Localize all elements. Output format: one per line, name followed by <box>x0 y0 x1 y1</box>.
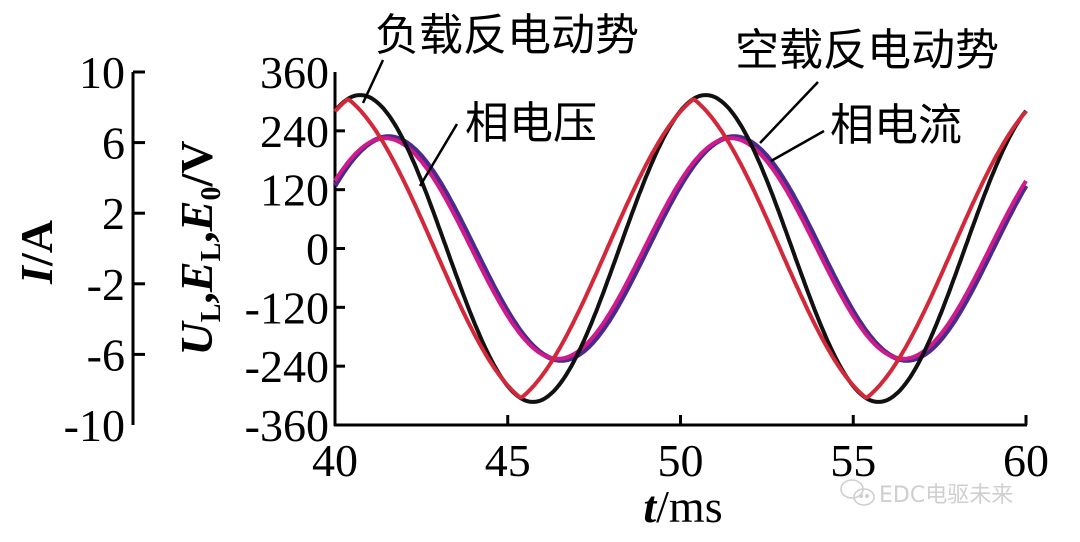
annotation-noload-emf: 空载反电动势 <box>735 25 999 144</box>
current-tick-label: -6 <box>87 329 125 380</box>
voltage-tick-label: -360 <box>245 400 329 451</box>
voltage-tick-label: -240 <box>245 341 329 392</box>
voltage-tick-label: 0 <box>306 224 329 275</box>
current-axis-unit: /A <box>11 220 62 267</box>
current-tick-label: 10 <box>79 47 125 98</box>
x-axis-symbol: t <box>643 481 657 532</box>
current-axis-symbol: I <box>11 264 62 285</box>
annotation-phase-current: 相电流 <box>770 100 962 163</box>
voltage-tick-label: 240 <box>260 106 329 157</box>
current-tick-label: 2 <box>102 188 125 239</box>
watermark: EDC电驱未来 <box>840 479 1013 508</box>
series-line <box>332 134 1029 363</box>
voltage-axis-title: UL,EL,E0/V <box>171 141 227 356</box>
x-axis-unit: /ms <box>656 481 722 532</box>
x-tick-label: 60 <box>1003 435 1049 486</box>
annotation-phase-current-label: 相电流 <box>830 100 962 151</box>
current-axis-title: I/A <box>11 220 62 285</box>
current-tick-label: 6 <box>102 118 125 169</box>
annotation-phase-voltage: 相电压 <box>418 98 597 187</box>
annotation-noload-emf-label: 空载反电动势 <box>735 25 999 76</box>
current-tick-label: -10 <box>64 400 125 451</box>
x-tick-label: 40 <box>312 435 358 486</box>
series-line <box>333 97 1028 400</box>
annotation-phase-voltage-label: 相电压 <box>465 98 597 149</box>
voltage-tick-label: 360 <box>260 47 329 98</box>
current-tick-label: -2 <box>87 259 125 310</box>
annotation-load-emf-label: 负载反电动势 <box>375 10 639 61</box>
current-axis: 10 6 2 -2 -6 -10 <box>64 47 145 451</box>
voltage-tick-label: 120 <box>260 165 329 216</box>
x-axis-title: t/ms <box>643 481 722 532</box>
series-layer <box>332 93 1029 404</box>
voltage-axis: 360 240 120 0 -120 -240 -360 <box>245 47 345 451</box>
svg-text:UL,EL,E0/V: UL,EL,E0/V <box>171 141 227 356</box>
series-line <box>333 136 1028 361</box>
voltage-tick-label: -120 <box>245 282 329 333</box>
x-tick-label: 55 <box>830 435 876 486</box>
watermark-text: EDC电驱未来 <box>879 483 1013 508</box>
wechat-icon <box>840 479 875 506</box>
svg-text:t/ms: t/ms <box>643 481 722 532</box>
svg-text:I/A: I/A <box>11 220 62 285</box>
x-tick-label: 50 <box>658 435 704 486</box>
x-tick-label: 45 <box>485 435 531 486</box>
x-axis: 40 45 50 55 60 <box>312 415 1049 486</box>
annotation-load-emf: 负载反电动势 <box>361 10 639 104</box>
